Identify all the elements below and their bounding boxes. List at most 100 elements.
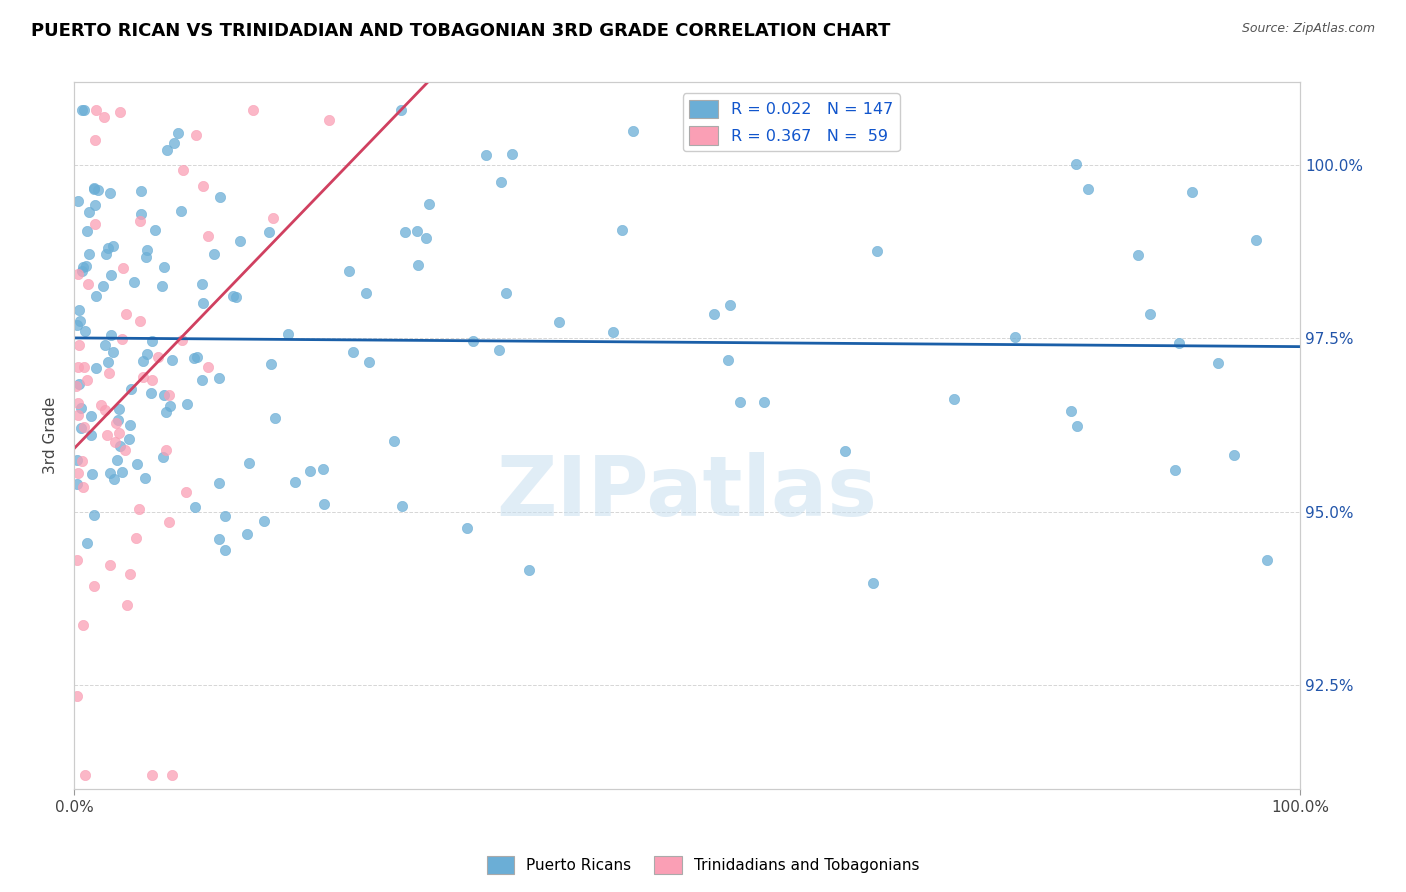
- Point: [128, 502, 150, 516]
- Point: [84, 360, 107, 375]
- Point: [111, 465, 134, 479]
- Point: [260, 357, 283, 371]
- Point: [225, 290, 247, 304]
- Point: [157, 388, 180, 402]
- Point: [418, 196, 440, 211]
- Point: [93, 110, 115, 124]
- Point: [69, 420, 91, 434]
- Point: [1206, 356, 1229, 370]
- Point: [108, 402, 131, 417]
- Point: [1139, 307, 1161, 321]
- Point: [66, 194, 89, 209]
- Point: [122, 275, 145, 289]
- Point: [1168, 335, 1191, 350]
- Point: [90, 398, 112, 412]
- Point: [135, 243, 157, 257]
- Text: ZIPatlas: ZIPatlas: [496, 451, 877, 533]
- Point: [83, 579, 105, 593]
- Point: [1004, 330, 1026, 344]
- Point: [143, 223, 166, 237]
- Point: [208, 475, 231, 490]
- Point: [475, 148, 498, 162]
- Point: [94, 338, 117, 352]
- Point: [236, 527, 259, 541]
- Point: [176, 396, 198, 410]
- Point: [77, 247, 100, 261]
- Point: [65, 476, 87, 491]
- Point: [703, 306, 725, 320]
- Point: [65, 318, 87, 333]
- Point: [114, 443, 136, 458]
- Point: [337, 263, 360, 277]
- Point: [129, 184, 152, 198]
- Point: [602, 325, 624, 339]
- Point: [76, 224, 98, 238]
- Point: [354, 285, 377, 300]
- Point: [136, 346, 159, 360]
- Point: [610, 223, 633, 237]
- Point: [66, 396, 89, 410]
- Point: [153, 260, 176, 275]
- Point: [120, 382, 142, 396]
- Point: [342, 345, 364, 359]
- Point: [129, 207, 152, 221]
- Point: [84, 198, 107, 212]
- Point: [86, 184, 108, 198]
- Point: [114, 307, 136, 321]
- Point: [70, 264, 93, 278]
- Y-axis label: 3rd Grade: 3rd Grade: [44, 397, 58, 475]
- Point: [70, 103, 93, 117]
- Point: [129, 214, 152, 228]
- Point: [284, 475, 307, 489]
- Point: [491, 175, 513, 189]
- Point: [169, 204, 191, 219]
- Point: [141, 768, 163, 782]
- Point: [197, 228, 219, 243]
- Point: [1060, 404, 1083, 418]
- Point: [93, 279, 115, 293]
- Point: [162, 136, 184, 150]
- Point: [98, 467, 121, 481]
- Point: [67, 267, 90, 281]
- Point: [167, 126, 190, 140]
- Point: [75, 260, 97, 274]
- Point: [242, 103, 264, 117]
- Point: [862, 576, 884, 591]
- Point: [172, 163, 194, 178]
- Point: [73, 768, 96, 782]
- Point: [100, 328, 122, 343]
- Point: [415, 231, 437, 245]
- Point: [262, 211, 284, 226]
- Point: [208, 371, 231, 385]
- Point: [186, 128, 208, 143]
- Point: [1256, 552, 1278, 566]
- Point: [105, 452, 128, 467]
- Point: [405, 224, 427, 238]
- Point: [72, 260, 94, 275]
- Legend: Puerto Ricans, Trinidadians and Tobagonians: Puerto Ricans, Trinidadians and Tobagoni…: [481, 850, 925, 880]
- Point: [132, 370, 155, 384]
- Point: [108, 425, 131, 440]
- Point: [128, 314, 150, 328]
- Point: [84, 217, 107, 231]
- Point: [134, 470, 156, 484]
- Point: [84, 103, 107, 117]
- Point: [70, 454, 93, 468]
- Point: [118, 567, 141, 582]
- Point: [98, 366, 121, 380]
- Point: [208, 532, 231, 546]
- Point: [943, 392, 966, 407]
- Point: [184, 500, 207, 514]
- Text: Source: ZipAtlas.com: Source: ZipAtlas.com: [1241, 22, 1375, 36]
- Point: [155, 442, 177, 457]
- Point: [312, 462, 335, 476]
- Point: [103, 472, 125, 486]
- Text: PUERTO RICAN VS TRINIDADIAN AND TOBAGONIAN 3RD GRADE CORRELATION CHART: PUERTO RICAN VS TRINIDADIAN AND TOBAGONI…: [31, 22, 890, 40]
- Point: [391, 499, 413, 513]
- Point: [191, 277, 214, 292]
- Point: [152, 450, 174, 464]
- Point: [621, 124, 644, 138]
- Point: [382, 434, 405, 448]
- Point: [110, 105, 132, 120]
- Point: [191, 179, 214, 194]
